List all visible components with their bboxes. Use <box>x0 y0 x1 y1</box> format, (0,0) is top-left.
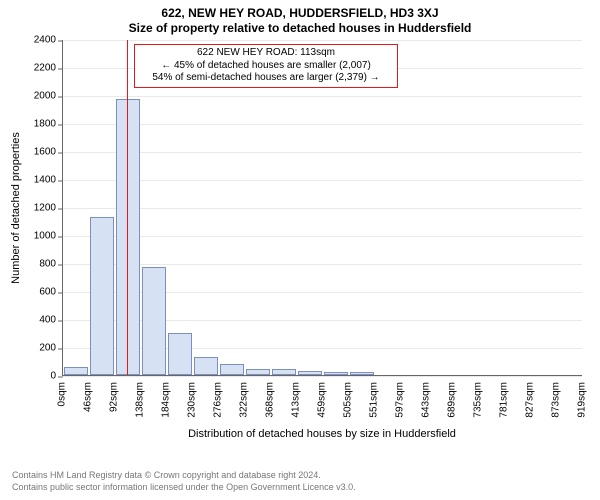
x-tick: 735sqm <box>473 376 484 418</box>
x-tick: 0sqm <box>57 376 68 406</box>
x-tick: 459sqm <box>317 376 328 418</box>
x-tick: 919sqm <box>577 376 588 418</box>
x-tick: 505sqm <box>343 376 354 418</box>
x-tick: 46sqm <box>83 376 94 412</box>
y-axis-label: Number of detached properties <box>10 132 22 284</box>
y-tick: 2200 <box>34 63 62 74</box>
bar <box>220 364 245 375</box>
bar <box>194 357 219 375</box>
x-tick: 873sqm <box>551 376 562 418</box>
annotation-line-1: 622 NEW HEY ROAD: 113sqm <box>141 47 391 60</box>
title-line-2: Size of property relative to detached ho… <box>0 21 600 36</box>
title-line-1: 622, NEW HEY ROAD, HUDDERSFIELD, HD3 3XJ <box>0 6 600 21</box>
y-tick: 1800 <box>34 119 62 130</box>
bar <box>168 333 193 375</box>
x-tick: 92sqm <box>109 376 120 412</box>
bar <box>142 267 167 375</box>
bars-group <box>63 40 582 375</box>
chart-container: 622, NEW HEY ROAD, HUDDERSFIELD, HD3 3XJ… <box>0 0 600 500</box>
y-tick: 200 <box>39 343 62 354</box>
y-tick: 400 <box>39 315 62 326</box>
bar <box>246 369 271 375</box>
x-tick: 368sqm <box>265 376 276 418</box>
plot-area: 622 NEW HEY ROAD: 113sqm ← 45% of detach… <box>62 40 582 376</box>
x-tick: 230sqm <box>187 376 198 418</box>
chart-title: 622, NEW HEY ROAD, HUDDERSFIELD, HD3 3XJ… <box>0 0 600 36</box>
y-tick: 2000 <box>34 91 62 102</box>
x-tick: 781sqm <box>499 376 510 418</box>
bar <box>350 372 375 375</box>
bar <box>298 371 323 375</box>
x-axis-label: Distribution of detached houses by size … <box>188 428 456 440</box>
bar <box>116 99 141 375</box>
credits: Contains HM Land Registry data © Crown c… <box>12 470 588 493</box>
x-tick: 413sqm <box>291 376 302 418</box>
y-tick: 1400 <box>34 175 62 186</box>
y-tick: 1200 <box>34 203 62 214</box>
annotation-line-3: 54% of semi-detached houses are larger (… <box>141 72 391 85</box>
x-tick: 597sqm <box>395 376 406 418</box>
y-tick: 1600 <box>34 147 62 158</box>
credits-line-1: Contains HM Land Registry data © Crown c… <box>12 470 588 482</box>
bar <box>272 369 297 375</box>
annotation-box: 622 NEW HEY ROAD: 113sqm ← 45% of detach… <box>134 44 398 88</box>
y-tick: 1000 <box>34 231 62 242</box>
bar <box>90 217 115 375</box>
marker-line <box>127 40 128 375</box>
x-tick: 643sqm <box>421 376 432 418</box>
x-tick: 138sqm <box>135 376 146 418</box>
x-tick: 184sqm <box>161 376 172 418</box>
y-tick: 800 <box>39 259 62 270</box>
credits-line-2: Contains public sector information licen… <box>12 482 588 494</box>
x-tick: 827sqm <box>525 376 536 418</box>
y-tick: 600 <box>39 287 62 298</box>
plot-frame <box>62 40 582 376</box>
x-tick: 322sqm <box>239 376 250 418</box>
x-tick: 689sqm <box>447 376 458 418</box>
bar <box>64 367 89 375</box>
x-tick: 551sqm <box>369 376 380 418</box>
x-tick: 276sqm <box>213 376 224 418</box>
annotation-line-2: ← 45% of detached houses are smaller (2,… <box>141 60 391 73</box>
bar <box>324 372 349 375</box>
y-tick: 2400 <box>34 35 62 46</box>
